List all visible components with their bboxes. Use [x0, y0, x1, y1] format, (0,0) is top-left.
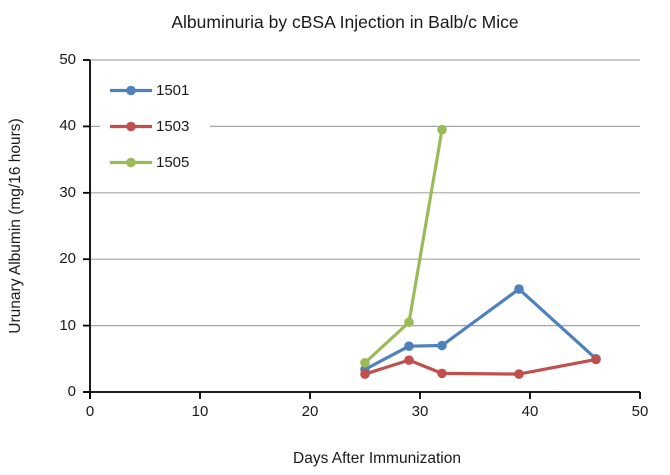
x-tick-label-0: 0 [85, 403, 95, 420]
x-tick-label-40: 40 [521, 403, 539, 420]
legend-item-1501: 1501 [100, 72, 210, 108]
series-point-1503 [404, 355, 414, 365]
series-point-1503 [437, 368, 447, 379]
series-line-1503 [363, 357, 598, 376]
x-tick-label-50: 50 [631, 403, 649, 420]
x-axis-title: Days After Immunization [293, 450, 461, 467]
legend-item-1503: 1503 [100, 108, 210, 144]
y-tick-label-50: 50 [59, 51, 76, 68]
x-tick-label-10: 10 [191, 403, 209, 420]
legend-label-1503: 1503 [156, 117, 190, 135]
legend-item-1505: 1505 [100, 144, 210, 180]
y-tick-label-10: 10 [59, 316, 76, 334]
x-tick-label-20: 20 [301, 403, 319, 420]
y-tick-label-0: 0 [67, 383, 76, 400]
legend-marker-1501 [110, 85, 152, 95]
series-point-1503 [360, 369, 370, 379]
legend-label-1505: 1505 [156, 153, 190, 171]
series-point-1505 [404, 317, 414, 328]
y-tick-label-40: 40 [59, 117, 76, 135]
series-line-1505 [363, 128, 444, 365]
series-point-1501 [437, 340, 447, 351]
legend: 1501 1503 1505 [100, 72, 210, 180]
y-tick-label-30: 30 [59, 183, 76, 201]
x-tick-label-30: 30 [411, 403, 429, 420]
series-point-1505 [360, 357, 370, 368]
legend-marker-1503 [110, 121, 152, 131]
series-point-1501 [514, 284, 524, 294]
chart-title: Albuminuria by cBSA Injection in Balb/c … [171, 12, 519, 32]
series-point-1503 [591, 354, 601, 365]
y-tick-label-20: 20 [59, 250, 76, 268]
legend-label-1501: 1501 [156, 81, 190, 99]
series-point-1501 [404, 341, 414, 351]
series-point-1505 [437, 124, 447, 135]
series-point-1503 [514, 369, 524, 379]
legend-marker-1505 [110, 157, 152, 167]
